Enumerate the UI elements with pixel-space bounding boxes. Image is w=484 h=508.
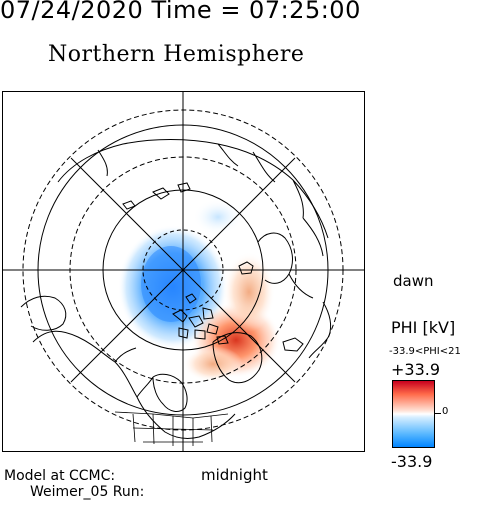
polar-map-svg bbox=[3, 92, 364, 451]
coast-west-europe bbox=[308, 301, 332, 359]
colorbar bbox=[392, 380, 435, 448]
coast-scandinavia bbox=[257, 232, 314, 299]
polar-map bbox=[2, 91, 365, 452]
coast-eurasia bbox=[57, 139, 329, 257]
positive-potential-tail bbox=[183, 346, 243, 382]
hemisphere-title: Northern Hemisphere bbox=[48, 42, 305, 67]
coastlines bbox=[20, 139, 332, 439]
meridians bbox=[3, 92, 364, 451]
borders-states bbox=[132, 413, 214, 446]
colorbar-max-label: +33.9 bbox=[391, 360, 441, 379]
weak-negative-region bbox=[193, 199, 243, 235]
positive-potential-upper bbox=[223, 252, 275, 332]
coast-hudson-bay bbox=[152, 373, 188, 412]
model-label: Model at CCMC: bbox=[4, 468, 116, 484]
colorbar-title: PHI [kV] bbox=[391, 318, 456, 337]
colorbar-zero-tick bbox=[435, 413, 441, 414]
negative-potential-core bbox=[141, 246, 201, 322]
coast-alaska bbox=[20, 295, 67, 331]
coast-siberia-islands bbox=[122, 182, 191, 210]
datetime-title: 07/24/2020 Time = 07:25:00 bbox=[0, 0, 361, 24]
potential-patterns bbox=[118, 199, 281, 382]
run-label: Weimer_05 Run: bbox=[30, 484, 145, 500]
midnight-label: midnight bbox=[201, 466, 268, 484]
colorbar-zero-label: 0 bbox=[442, 406, 449, 417]
coast-svalbard bbox=[238, 261, 254, 275]
coast-canadian-archipelago bbox=[172, 293, 229, 345]
coast-iceland bbox=[282, 337, 304, 352]
state-borders bbox=[114, 411, 229, 446]
colorbar-range: -33.9<PHI<21 bbox=[389, 346, 461, 357]
meridian-diag-2 bbox=[70, 157, 296, 383]
colorbar-min-label: -33.9 bbox=[391, 452, 433, 471]
coast-north-america bbox=[32, 330, 236, 439]
dawn-label: dawn bbox=[393, 272, 434, 290]
coast-greenland bbox=[212, 332, 263, 384]
